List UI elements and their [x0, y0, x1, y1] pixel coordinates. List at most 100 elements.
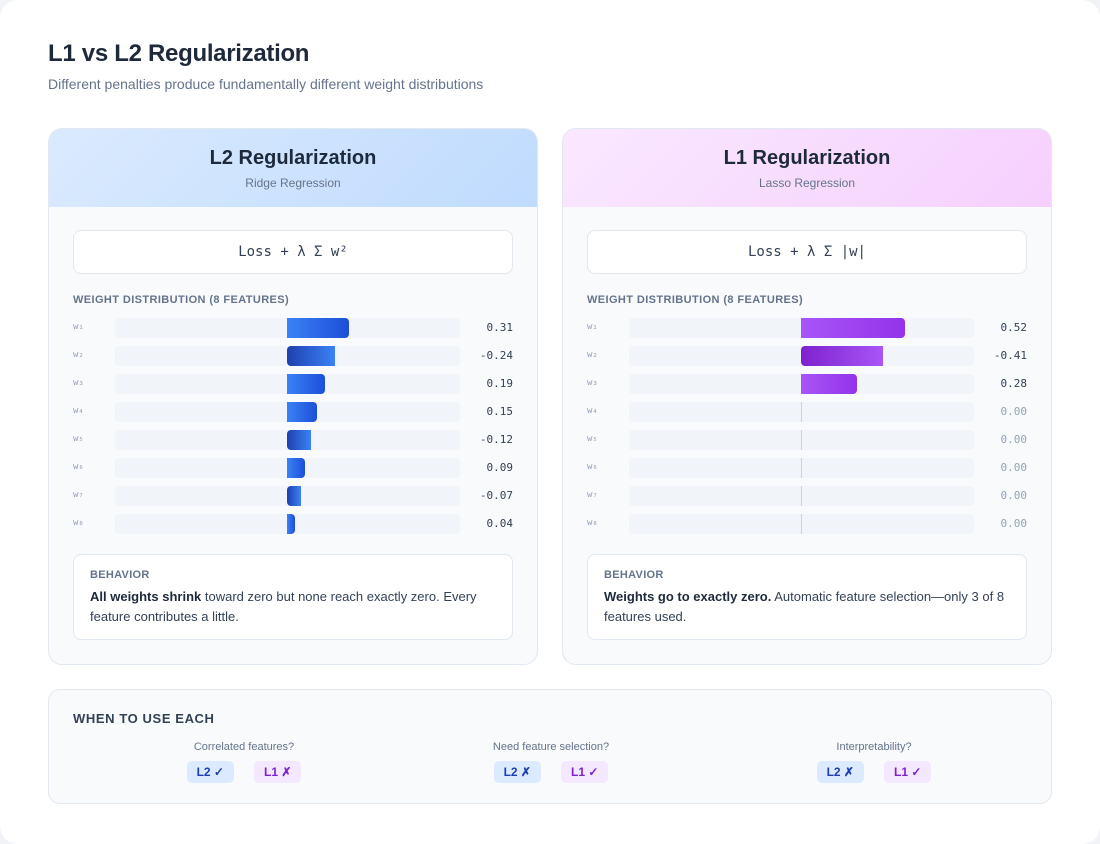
l2-behavior-label: BEHAVIOR — [90, 569, 150, 581]
page-title: L1 vs L2 Regularization — [48, 40, 310, 67]
weight-row: w₆ 0.09 — [73, 458, 513, 478]
l2-panel-header: L2 Regularization Ridge Regression — [49, 129, 537, 207]
weight-row: w₇ -0.07 — [73, 486, 513, 506]
weight-row: w₅ -0.12 — [73, 430, 513, 450]
weight-row: w₂ -0.41 — [587, 346, 1027, 366]
weight-track — [629, 346, 974, 366]
zero-weight-marker — [801, 430, 802, 450]
weight-label: w₇ — [73, 490, 84, 500]
zero-weight-marker — [801, 402, 802, 422]
weight-track — [629, 514, 974, 534]
weight-label: w₃ — [587, 378, 598, 388]
weight-label: w₇ — [587, 490, 598, 500]
weight-value: 0.28 — [1000, 377, 1028, 390]
weight-row: w₅ 0.00 — [587, 430, 1027, 450]
weight-row: w₈ 0.00 — [587, 514, 1027, 534]
weight-value: -0.24 — [479, 349, 513, 362]
weight-track — [629, 458, 974, 478]
l1-panel-title: L1 Regularization — [723, 147, 891, 169]
weight-label: w₁ — [587, 322, 598, 332]
weight-track — [629, 318, 974, 338]
zero-weight-marker — [801, 458, 802, 478]
weight-label: w₃ — [73, 378, 84, 388]
weight-label: w₈ — [587, 518, 598, 528]
l2-distribution-label: WEIGHT DISTRIBUTION (8 FEATURES) — [73, 294, 290, 306]
weight-value: 0.00 — [1000, 405, 1028, 418]
weight-row: w₄ 0.15 — [73, 402, 513, 422]
l1-weight-bars: w₁ 0.52 w₂ -0.41 w₃ 0.28 w₄ 0.00 w₅ 0.00 w₆ 0.00 w₇ 0… — [587, 318, 1027, 542]
weight-track — [629, 402, 974, 422]
l1-badge: L1 ✓ — [884, 761, 932, 783]
weight-track — [115, 514, 460, 534]
l1-distribution-label: WEIGHT DISTRIBUTION (8 FEATURES) — [587, 294, 804, 306]
weight-value: -0.41 — [993, 349, 1027, 362]
weight-row: w₆ 0.00 — [587, 458, 1027, 478]
weight-bar — [287, 430, 311, 450]
weight-row: w₇ 0.00 — [587, 486, 1027, 506]
weight-value: 0.52 — [1000, 321, 1028, 334]
weight-value: -0.07 — [479, 489, 513, 502]
l2-formula: Loss + λ Σ w² — [73, 230, 513, 274]
l2-weight-bars: w₁ 0.31 w₂ -0.24 w₃ 0.19 w₄ 0.15 w₅ -0.12 w₆ 0.09 w₇… — [73, 318, 513, 542]
weight-bar — [801, 318, 905, 338]
l1-panel: L1 Regularization Lasso Regression Loss … — [562, 128, 1052, 665]
weight-label: w₆ — [73, 462, 84, 472]
weight-label: w₅ — [73, 434, 84, 444]
zero-weight-marker — [801, 514, 802, 534]
weight-bar — [801, 346, 883, 366]
weight-bar — [801, 374, 857, 394]
l1-behavior-bold: Weights go to exactly zero. — [604, 589, 772, 604]
criterion-label: Need feature selection? — [492, 741, 610, 753]
weight-label: w₂ — [587, 350, 598, 360]
weight-row: w₄ 0.00 — [587, 402, 1027, 422]
l1-behavior-text: Weights go to exactly zero. Automatic fe… — [604, 587, 1010, 627]
weight-track — [115, 374, 460, 394]
weight-value: 0.31 — [486, 321, 514, 334]
l2-badge: L2 ✗ — [816, 761, 864, 783]
weight-value: 0.09 — [486, 461, 514, 474]
weight-label: w₄ — [73, 406, 84, 416]
weight-row: w₃ 0.28 — [587, 374, 1027, 394]
l1-formula: Loss + λ Σ |w| — [587, 230, 1027, 274]
weight-track — [115, 430, 460, 450]
weight-value: 0.00 — [1000, 461, 1028, 474]
weight-row: w₁ 0.52 — [587, 318, 1027, 338]
weight-label: w₆ — [587, 462, 598, 472]
l1-panel-header: L1 Regularization Lasso Regression — [563, 129, 1051, 207]
l1-behavior-rest: Automatic feature selection—only 3 of 8 … — [604, 589, 1005, 624]
l2-behavior-bold: All weights shrink — [90, 589, 202, 604]
weight-row: w₁ 0.31 — [73, 318, 513, 338]
weight-label: w₈ — [73, 518, 84, 528]
criterion-feature-selection: Need feature selection? L2 ✗ L1 ✓ — [451, 741, 651, 783]
weight-track — [629, 486, 974, 506]
l1-behavior-box: BEHAVIOR Weights go to exactly zero. Aut… — [587, 554, 1027, 640]
l1-behavior-label: BEHAVIOR — [604, 569, 664, 581]
l1-badge: L1 ✓ — [561, 761, 609, 783]
l2-panel: L2 Regularization Ridge Regression Loss … — [48, 128, 538, 665]
l1-panel-subtitle: Lasso Regression — [758, 176, 856, 190]
weight-value: 0.00 — [1000, 489, 1028, 502]
l2-behavior-rest: toward zero but none reach exactly zero.… — [90, 589, 477, 624]
weight-track — [115, 318, 460, 338]
weight-track — [115, 458, 460, 478]
criterion-correlated: Correlated features? L2 ✓ L1 ✗ — [144, 741, 344, 783]
weight-bar — [287, 402, 317, 422]
weight-track — [629, 430, 974, 450]
weight-track — [629, 374, 974, 394]
weight-bar — [287, 458, 305, 478]
weight-row: w₂ -0.24 — [73, 346, 513, 366]
weight-bar — [287, 318, 349, 338]
criterion-label: Correlated features? — [193, 741, 295, 753]
l1-badge: L1 ✗ — [254, 761, 302, 783]
criterion-interpretability: Interpretability? L2 ✗ L1 ✓ — [774, 741, 974, 783]
l2-badge: L2 ✓ — [186, 761, 234, 783]
weight-label: w₂ — [73, 350, 84, 360]
weight-row: w₈ 0.04 — [73, 514, 513, 534]
page-subtitle: Different penalties produce fundamentall… — [48, 76, 484, 92]
weight-value: 0.19 — [486, 377, 514, 390]
l2-panel-title: L2 Regularization — [209, 147, 377, 169]
weight-value: -0.12 — [479, 433, 513, 446]
when-to-use-section: WHEN TO USE EACH Correlated features? L2… — [48, 689, 1052, 804]
weight-value: 0.15 — [486, 405, 514, 418]
